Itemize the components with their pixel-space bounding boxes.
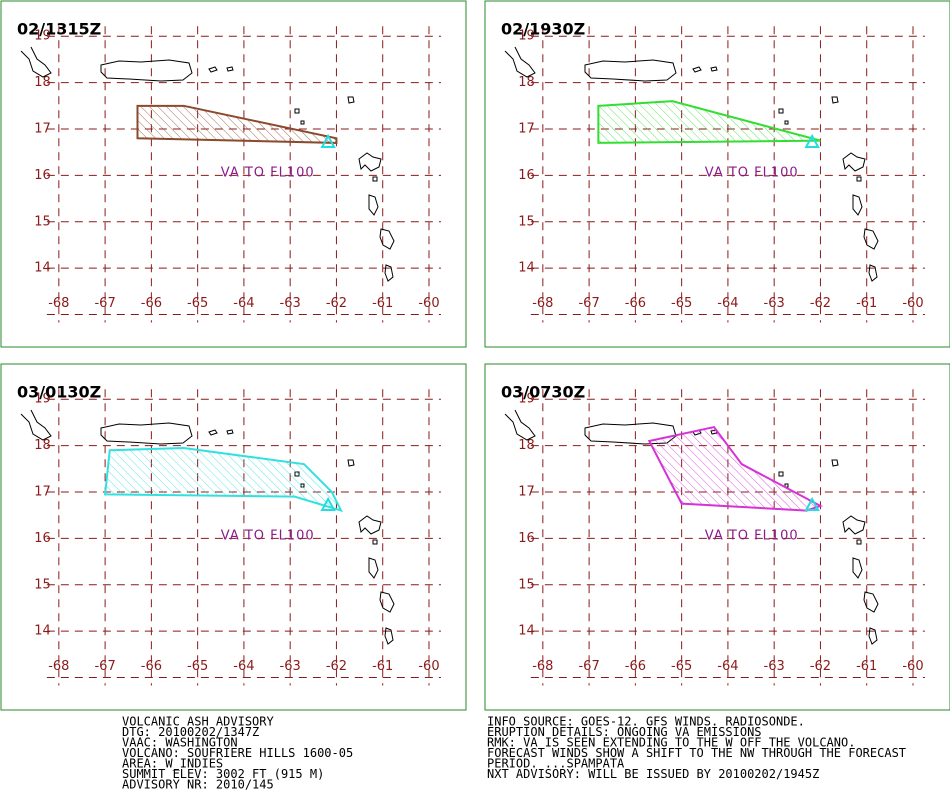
advisory-line: ADVISORY NR: 2010/145 [122, 778, 274, 792]
x-tick-label: -60 [418, 296, 439, 311]
x-tick-label: -65 [187, 659, 208, 674]
y-tick-label: 14 [518, 261, 535, 276]
advisory-line: DTG: 20100202/1347Z [122, 725, 259, 739]
x-tick-label: -62 [326, 296, 347, 311]
volcano-marker [804, 133, 820, 148]
x-tick-label: -65 [187, 296, 208, 311]
x-tick-label: -68 [48, 296, 69, 311]
panel-frame [484, 0, 950, 348]
panel-time: 03/0730Z [501, 383, 585, 402]
y-tick-label: 16 [518, 168, 535, 183]
x-tick-label: -63 [280, 296, 301, 311]
y-tick-label: 18 [518, 438, 535, 453]
altitude-annotation: VA TO FL100 [221, 529, 315, 544]
x-tick-label: -67 [578, 659, 599, 674]
ash-area [597, 100, 821, 144]
y-tick-label: 17 [518, 122, 535, 137]
y-tick-label: 19 [518, 29, 535, 44]
advisory-line: SUMMIT ELEV: 3002 FT (915 M) [122, 767, 324, 781]
y-tick-label: 14 [518, 624, 535, 639]
advisory-line: ERUPTION DETAILS: ONGOING VA EMISSIONS [487, 725, 762, 739]
ash-area [136, 104, 338, 144]
volcano-marker [320, 133, 336, 148]
x-tick-label: -68 [48, 659, 69, 674]
x-tick-label: -67 [94, 659, 115, 674]
y-tick-label: 18 [34, 75, 51, 90]
y-tick-label: 18 [518, 75, 535, 90]
x-tick-label: -66 [141, 296, 162, 311]
x-tick-label: -63 [764, 296, 785, 311]
x-tick-label: -62 [810, 296, 831, 311]
y-tick-label: 17 [518, 485, 535, 500]
y-tick-label: 19 [34, 392, 51, 407]
y-tick-label: 17 [34, 485, 51, 500]
x-tick-label: -64 [233, 296, 254, 311]
advisory-line: RMK: VA IS SEEN EXTENDING TO THE W OFF T… [487, 736, 855, 750]
y-tick-label: 14 [34, 261, 51, 276]
x-tick-label: -62 [326, 659, 347, 674]
y-tick-label: 18 [34, 438, 51, 453]
x-tick-label: -66 [141, 659, 162, 674]
x-tick-label: -65 [671, 296, 692, 311]
advisory-line: AREA: W_INDIES [122, 757, 223, 771]
y-tick-label: 17 [34, 122, 51, 137]
ash-area [647, 425, 823, 512]
x-tick-label: -66 [625, 296, 646, 311]
x-tick-label: -64 [717, 659, 738, 674]
x-tick-label: -61 [372, 659, 393, 674]
advisory-line: FORECAST WINDS SHOW A SHIFT TO THE NW TH… [487, 746, 906, 760]
panel-frame [484, 363, 950, 711]
panel-time: 02/1315Z [17, 20, 101, 39]
ash-area [103, 446, 344, 513]
y-tick-label: 19 [34, 29, 51, 44]
x-tick-label: -61 [856, 296, 877, 311]
advisory-line: VOLCANO: SOUFRIERE HILLS 1600-05 [122, 746, 353, 760]
map-panel: -68 -67 -66 -65 -64 -63 -62 -61 -60 14 15 16 17 18 19 V… [0, 363, 467, 711]
y-tick-label: 19 [518, 392, 535, 407]
x-tick-label: -60 [902, 296, 923, 311]
volcano-marker [804, 496, 820, 511]
x-tick-label: -68 [532, 659, 553, 674]
x-tick-label: -65 [671, 659, 692, 674]
advisory-line: VAAC: WASHINGTON [122, 736, 238, 750]
advisory-line: PERIOD. ...SPAMPATA [487, 757, 625, 771]
x-tick-label: -64 [233, 659, 254, 674]
panel-time: 02/1930Z [501, 20, 585, 39]
advisory-line: NXT ADVISORY: WILL BE ISSUED BY 20100202… [487, 767, 819, 781]
panel-frame [0, 0, 467, 348]
y-tick-label: 16 [34, 531, 51, 546]
x-tick-label: -67 [94, 296, 115, 311]
y-tick-label: 15 [34, 577, 51, 592]
map-panel: -68 -67 -66 -65 -64 -63 -62 -61 -60 14 15 16 17 18 19 V… [0, 0, 467, 348]
advisory-line: INFO SOURCE: GOES-12. GFS WINDS. RADIOSO… [487, 715, 805, 729]
volcano-marker [320, 496, 336, 511]
y-tick-label: 15 [518, 214, 535, 229]
map-panel: -68 -67 -66 -65 -64 -63 -62 -61 -60 14 15 16 17 18 19 V… [484, 0, 950, 348]
x-tick-label: -66 [625, 659, 646, 674]
x-tick-label: -60 [418, 659, 439, 674]
altitude-annotation: VA TO FL100 [705, 529, 799, 544]
altitude-annotation: VA TO FL100 [221, 166, 315, 181]
map-panel: -68 -67 -66 -65 -64 -63 -62 -61 -60 14 15 16 17 18 19 V… [484, 363, 950, 711]
x-tick-label: -61 [372, 296, 393, 311]
x-tick-label: -62 [810, 659, 831, 674]
x-tick-label: -67 [578, 296, 599, 311]
x-tick-label: -61 [856, 659, 877, 674]
advisory-line: VOLCANIC ASH ADVISORY [122, 715, 274, 729]
y-tick-label: 16 [518, 531, 535, 546]
x-tick-label: -63 [280, 659, 301, 674]
x-tick-label: -68 [532, 296, 553, 311]
y-tick-label: 16 [34, 168, 51, 183]
y-tick-label: 15 [34, 214, 51, 229]
panel-time: 03/0130Z [17, 383, 101, 402]
panel-frame [0, 363, 467, 711]
x-tick-label: -60 [902, 659, 923, 674]
altitude-annotation: VA TO FL100 [705, 166, 799, 181]
x-tick-label: -63 [764, 659, 785, 674]
y-tick-label: 14 [34, 624, 51, 639]
y-tick-label: 15 [518, 577, 535, 592]
x-tick-label: -64 [717, 296, 738, 311]
